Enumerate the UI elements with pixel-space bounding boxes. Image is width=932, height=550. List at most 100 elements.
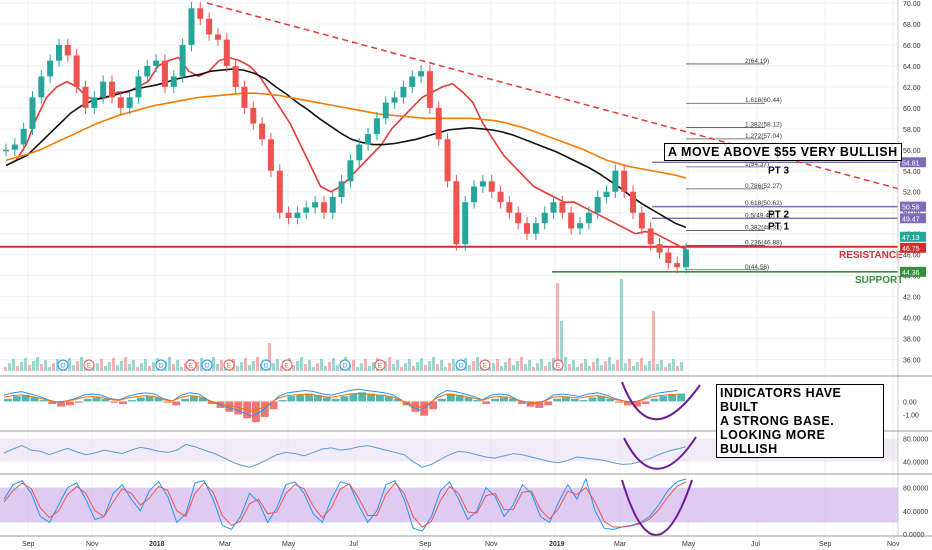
macd-histogram-bar bbox=[252, 401, 260, 423]
volume-bar bbox=[488, 367, 491, 371]
volume-bar bbox=[120, 361, 123, 371]
candle-body bbox=[630, 191, 637, 213]
macd-histogram-bar bbox=[172, 401, 181, 406]
earnings-marker-label: E bbox=[227, 363, 232, 370]
volume-bar bbox=[148, 366, 151, 371]
volume-bar bbox=[468, 365, 471, 371]
macd-histogram-bar bbox=[384, 396, 393, 402]
candle-body bbox=[259, 123, 266, 140]
volume-bar bbox=[172, 364, 175, 371]
volume-bar bbox=[580, 363, 583, 371]
volume-bar bbox=[20, 362, 23, 371]
x-tick-label: Nov bbox=[86, 541, 99, 548]
resistance-price-tag bbox=[900, 242, 926, 253]
macd-histogram-bar bbox=[39, 400, 48, 402]
x-tick-label: May bbox=[682, 541, 696, 548]
rsi-tick-label: 80.0000 bbox=[903, 437, 928, 444]
candle-body bbox=[38, 76, 45, 98]
candle-body bbox=[3, 149, 9, 152]
macd-histogram-bar bbox=[473, 400, 482, 402]
volume-bar bbox=[620, 279, 623, 371]
base-arc bbox=[623, 436, 697, 470]
macd-histogram-bar bbox=[508, 398, 517, 402]
volume-bar bbox=[108, 362, 111, 371]
target-price-tag bbox=[900, 201, 926, 212]
volume-bar bbox=[388, 357, 391, 371]
x-tick-label: 2019 bbox=[549, 541, 565, 548]
volume-bar bbox=[128, 364, 131, 371]
x-tick-label: Mar bbox=[219, 541, 232, 548]
volume-bar bbox=[564, 357, 567, 371]
volume-bar bbox=[324, 366, 327, 371]
macd-histogram-bar bbox=[597, 396, 606, 402]
earnings-marker-label: E bbox=[87, 363, 92, 370]
candle-body bbox=[126, 97, 133, 108]
price-tick-label: 44.00 bbox=[903, 274, 921, 281]
macd-histogram-bar bbox=[181, 398, 189, 402]
x-tick-label: Sep bbox=[819, 541, 832, 548]
candle-body bbox=[674, 263, 681, 268]
price-tick-label: 70.00 bbox=[903, 1, 921, 8]
earnings-marker bbox=[455, 359, 467, 371]
x-tick-label: Jul bbox=[751, 541, 760, 548]
candle-body bbox=[577, 223, 584, 229]
volume-bar bbox=[44, 360, 47, 371]
candle-body bbox=[356, 144, 363, 161]
earnings-marker-label: D bbox=[343, 363, 348, 370]
volume-bar bbox=[72, 365, 75, 371]
target-price-tag-text: 49.47 bbox=[902, 216, 920, 223]
volume-bar bbox=[356, 367, 359, 371]
last-price-tag-text: 47.13 bbox=[902, 235, 920, 242]
price-tick-label: 46.00 bbox=[903, 253, 921, 260]
earnings-marker-label: E bbox=[556, 363, 561, 370]
volume-bar bbox=[532, 367, 535, 371]
macd-histogram-bar bbox=[83, 398, 92, 402]
volume-bar bbox=[632, 366, 635, 371]
candle-body bbox=[373, 118, 380, 135]
macd-histogram-bar bbox=[615, 401, 623, 403]
stoch-tick-label: 80.0000 bbox=[903, 486, 928, 493]
volume-bar bbox=[104, 366, 107, 371]
candle-body bbox=[594, 196, 601, 213]
fib-label: 0.618(50.62) bbox=[745, 200, 782, 207]
volume-bar bbox=[24, 358, 27, 371]
macd-histogram-bar bbox=[119, 401, 127, 404]
macd-histogram-bar bbox=[198, 397, 207, 402]
candle-body bbox=[488, 181, 495, 192]
macd-histogram-bar bbox=[21, 394, 30, 402]
volume-bar bbox=[436, 364, 439, 371]
volume-bar bbox=[168, 357, 171, 371]
volume-bar bbox=[144, 359, 147, 371]
macd-histogram-bar bbox=[517, 401, 526, 404]
volume-bar bbox=[80, 357, 83, 371]
target-price-tag bbox=[900, 213, 926, 224]
candle-body bbox=[382, 102, 389, 119]
stoch-line bbox=[3, 481, 687, 528]
candle-body bbox=[550, 202, 557, 213]
macd-histogram-bar bbox=[367, 393, 375, 402]
macd-histogram-bar bbox=[677, 393, 685, 402]
volume-bar bbox=[116, 365, 119, 371]
volume-bar bbox=[548, 362, 551, 371]
candles bbox=[3, 1, 689, 274]
volume-bar bbox=[492, 363, 495, 371]
candle-body bbox=[100, 81, 107, 98]
resistance-price-tag-text: 46.75 bbox=[902, 246, 920, 253]
earnings-marker bbox=[281, 359, 293, 371]
volume-bar bbox=[408, 359, 411, 371]
volume-bar bbox=[636, 362, 639, 371]
volume-bars bbox=[4, 279, 683, 371]
volume-bar bbox=[584, 359, 587, 371]
macd-histogram-bar bbox=[269, 401, 278, 410]
target-price-tag-text: 50.58 bbox=[902, 205, 920, 212]
macd-histogram-bar bbox=[66, 401, 74, 406]
target-price-tag-text: 54.81 bbox=[902, 160, 920, 167]
volume-bar bbox=[560, 321, 563, 371]
fib-label: 1(54.37) bbox=[745, 161, 769, 168]
candle-body bbox=[214, 34, 221, 40]
price-tick-label: 42.00 bbox=[903, 295, 921, 302]
candle-body bbox=[621, 170, 628, 192]
candle-body bbox=[312, 202, 319, 208]
